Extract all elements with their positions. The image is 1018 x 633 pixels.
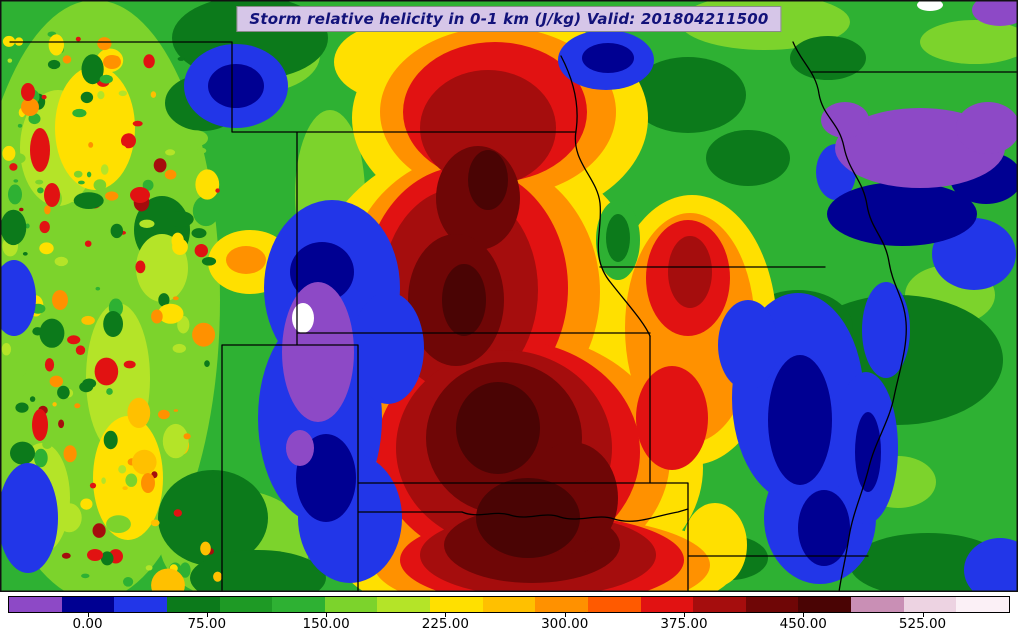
colorbar-segment xyxy=(166,597,220,612)
colorbar-tickmark xyxy=(922,613,924,617)
colorbar-segment xyxy=(219,597,273,612)
colorbar-tickmark xyxy=(87,613,89,617)
colorbar-segment xyxy=(430,597,483,612)
state-borders xyxy=(9,41,1018,592)
colorbar-tickmark xyxy=(206,613,208,617)
missouri-river-border xyxy=(560,55,651,337)
colorbar-segment xyxy=(482,597,536,612)
colorbar xyxy=(8,596,1010,613)
red-river-border xyxy=(461,508,689,522)
colorbar-segment xyxy=(535,597,588,612)
colorbar-segment xyxy=(745,597,799,612)
colorbar-segment xyxy=(9,597,62,612)
colorbar-tickmark xyxy=(683,613,685,617)
map-title-bar: Storm relative helicity in 0-1 km (J/kg)… xyxy=(236,6,782,32)
colorbar-tick-label: 0.00 xyxy=(72,616,103,632)
colorbar-tickmark xyxy=(803,613,805,617)
colorbar-ticks: 0.00 75.00 150.00 225.00 300.00 375.00 450.00 5… xyxy=(8,613,1010,633)
colorbar-tickmark xyxy=(564,613,566,617)
colorbar-tick-label: 300.00 xyxy=(541,616,589,632)
colorbar-segment xyxy=(61,597,115,612)
colorbar-segment xyxy=(693,597,746,612)
state-borders-grid xyxy=(9,41,1018,592)
colorbar-segment xyxy=(324,597,378,612)
colorbar-segment xyxy=(956,597,1009,612)
colorbar-segment xyxy=(272,597,325,612)
contour-layer-darkest xyxy=(442,150,580,558)
colorbar-tickmark xyxy=(326,613,328,617)
colorbar-tick-label: 225.00 xyxy=(421,616,469,632)
mississippi-river-border xyxy=(792,41,907,592)
colorbar-segment xyxy=(798,597,851,612)
colorbar-tick-label: 375.00 xyxy=(660,616,708,632)
helicity-map xyxy=(0,0,1018,592)
colorbar-tick-label: 75.00 xyxy=(187,616,227,632)
colorbar-segment xyxy=(640,597,694,612)
contour-layer-purple xyxy=(282,0,1018,466)
map-frame xyxy=(0,0,1018,592)
colorbar-segment xyxy=(377,597,430,612)
contour-pocket-darkgreen xyxy=(606,214,630,262)
colorbar-tick-label: 150.00 xyxy=(302,616,350,632)
colorbar-segment xyxy=(587,597,641,612)
colorbar-segment xyxy=(903,597,957,612)
colorbar-tick-label: 450.00 xyxy=(779,616,827,632)
speckle-layer xyxy=(0,31,223,592)
colorbar-tick-label: 525.00 xyxy=(898,616,947,632)
map-title-text: Storm relative helicity in 0-1 km (J/kg)… xyxy=(249,10,769,28)
colorbar-segment xyxy=(114,597,167,612)
colorbar-segment xyxy=(851,597,904,612)
colorbar-tickmark xyxy=(445,613,447,617)
